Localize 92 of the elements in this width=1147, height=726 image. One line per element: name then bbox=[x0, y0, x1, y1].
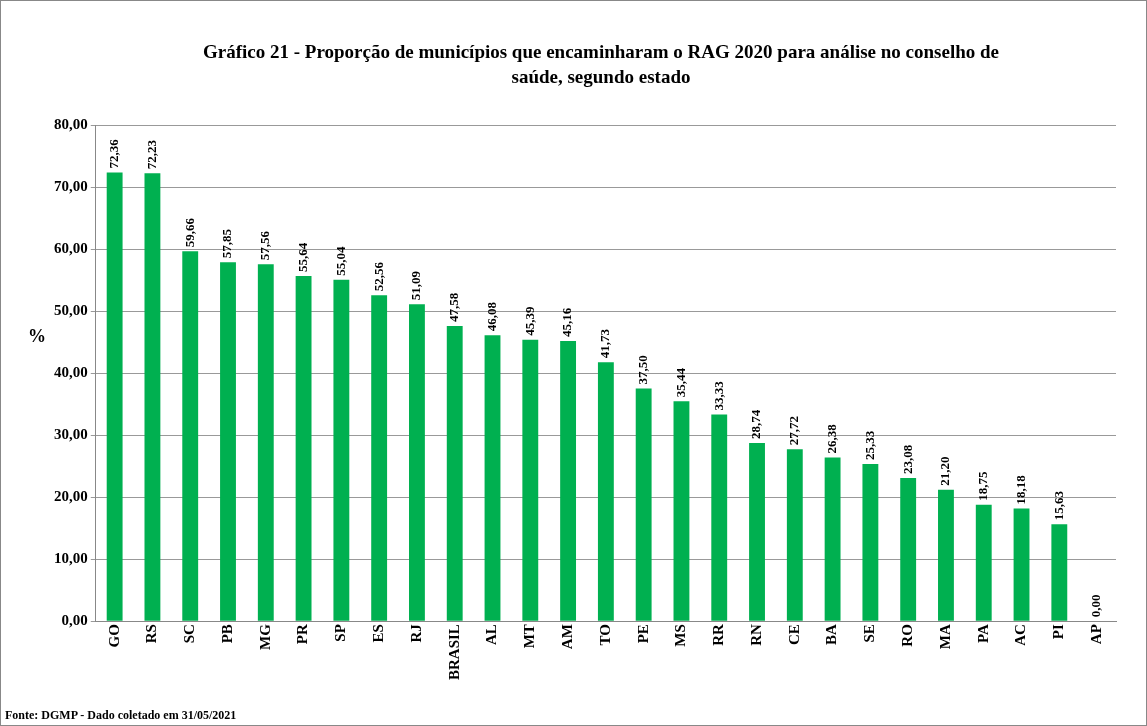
bar bbox=[409, 304, 425, 621]
bar bbox=[938, 489, 954, 621]
bar bbox=[106, 172, 123, 621]
x-tick-label: MG bbox=[256, 623, 273, 650]
x-tick-label: PI bbox=[1050, 623, 1067, 640]
x-tick-label: AL bbox=[483, 624, 500, 645]
data-label: 18,18 bbox=[1012, 474, 1028, 505]
x-tick-label: RO bbox=[899, 624, 916, 647]
data-label: 57,56 bbox=[257, 230, 273, 261]
data-label: 59,66 bbox=[181, 217, 197, 248]
data-label: 46,08 bbox=[483, 301, 499, 332]
x-tick-label: BRASIL bbox=[445, 624, 462, 680]
data-label: 21,20 bbox=[937, 456, 953, 486]
bar bbox=[975, 504, 992, 621]
data-label: 52,56 bbox=[370, 261, 386, 292]
x-tick-label: AP bbox=[1087, 624, 1104, 645]
data-label: 26,38 bbox=[823, 423, 839, 454]
y-tick-label: 50,00 bbox=[54, 301, 88, 318]
data-label: 35,44 bbox=[672, 367, 688, 398]
data-label: 0,00 bbox=[1088, 594, 1104, 618]
bar bbox=[371, 295, 388, 621]
data-label: 15,63 bbox=[1050, 490, 1066, 521]
data-label: 23,08 bbox=[899, 444, 915, 475]
x-tick-label: AC bbox=[1012, 624, 1029, 646]
data-label: 37,50 bbox=[635, 355, 651, 385]
y-tick-label: 70,00 bbox=[54, 177, 88, 194]
y-tick-label: 0,00 bbox=[61, 612, 88, 629]
data-label: 47,58 bbox=[446, 292, 462, 323]
bar bbox=[711, 414, 728, 621]
x-tick-label: GO bbox=[105, 624, 122, 648]
data-label: 41,73 bbox=[597, 328, 613, 359]
bar bbox=[484, 335, 501, 621]
bar bbox=[333, 279, 350, 621]
x-tick-label: MT bbox=[521, 624, 538, 649]
bar bbox=[635, 388, 652, 621]
data-label: 45,16 bbox=[559, 307, 575, 338]
x-tick-label: RS bbox=[143, 624, 160, 644]
data-label: 27,72 bbox=[786, 415, 802, 446]
x-tick-label: SE bbox=[861, 624, 878, 643]
source-note: Fonte: DGMP - Dado coletado em 31/05/2021 bbox=[5, 708, 237, 723]
data-label: 28,74 bbox=[748, 409, 764, 439]
x-tick-label: RJ bbox=[407, 623, 424, 643]
data-label: 18,75 bbox=[975, 471, 991, 501]
y-tick-label: 80,00 bbox=[54, 115, 88, 132]
y-axis-title: % bbox=[28, 326, 46, 347]
data-label: 33,33 bbox=[710, 380, 726, 411]
x-tick-label: SP bbox=[332, 624, 349, 642]
bar bbox=[144, 173, 161, 621]
y-tick-label: 20,00 bbox=[54, 487, 88, 504]
bar bbox=[182, 251, 199, 621]
x-tick-label: RR bbox=[710, 623, 727, 646]
data-label: 72,36 bbox=[106, 138, 121, 169]
x-tick-label: PR bbox=[294, 623, 311, 645]
x-tick-label: BA bbox=[823, 623, 840, 645]
x-tick-label: MA bbox=[936, 623, 953, 650]
data-label: 72,23 bbox=[143, 139, 159, 170]
y-tick-label: 10,00 bbox=[54, 550, 88, 566]
bar bbox=[295, 276, 312, 621]
x-tick-label: AM bbox=[558, 624, 575, 650]
data-label: 57,85 bbox=[219, 228, 235, 259]
bar bbox=[560, 341, 577, 621]
data-label: 55,04 bbox=[332, 246, 348, 276]
bar bbox=[1013, 508, 1030, 621]
x-tick-label: TO bbox=[596, 624, 613, 646]
bar bbox=[1051, 524, 1068, 621]
x-tick-label: RN bbox=[747, 623, 764, 646]
bar bbox=[862, 464, 879, 621]
x-tick-label: ES bbox=[370, 624, 387, 643]
data-label: 55,64 bbox=[294, 242, 310, 273]
x-tick-label: MS bbox=[672, 624, 689, 647]
bar bbox=[446, 326, 463, 621]
x-tick-label: CE bbox=[785, 624, 802, 645]
bar bbox=[900, 478, 917, 621]
bar bbox=[673, 401, 690, 621]
y-tick-label: 60,00 bbox=[54, 239, 88, 256]
chart-title: Gráfico 21 - Proporção de municípios que encaminharam o RAG 2020 para análise no conselho de saúde, segundo estado bbox=[201, 40, 1001, 89]
bar bbox=[786, 449, 803, 621]
bar bbox=[220, 262, 236, 621]
bar bbox=[749, 442, 765, 621]
data-label: 25,33 bbox=[861, 430, 877, 461]
bar bbox=[522, 339, 539, 621]
x-tick-label: PE bbox=[634, 624, 651, 644]
bar bbox=[597, 362, 614, 621]
x-tick-label: SC bbox=[181, 624, 198, 644]
y-tick-label: 40,00 bbox=[54, 363, 88, 380]
bar bbox=[257, 264, 274, 621]
data-label: 45,39 bbox=[521, 305, 537, 336]
x-tick-label: PB bbox=[218, 624, 235, 644]
bar bbox=[824, 457, 841, 621]
data-label: 51,09 bbox=[408, 270, 424, 301]
x-tick-label: PA bbox=[974, 623, 991, 644]
y-tick-label: 30,00 bbox=[54, 425, 88, 442]
